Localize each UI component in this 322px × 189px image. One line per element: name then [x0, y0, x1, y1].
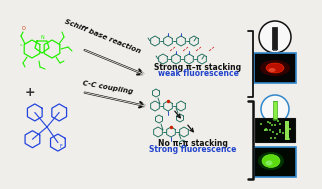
Bar — [269, 122, 271, 124]
Text: Strong π–π stacking: Strong π–π stacking — [155, 63, 242, 72]
Bar — [285, 121, 289, 140]
Bar — [282, 132, 284, 134]
Text: N: N — [40, 35, 44, 40]
FancyBboxPatch shape — [254, 53, 296, 83]
Bar — [287, 136, 289, 137]
Bar — [279, 131, 281, 133]
Bar — [279, 123, 281, 125]
Bar — [277, 120, 279, 122]
Text: x: x — [20, 43, 22, 47]
FancyBboxPatch shape — [254, 147, 296, 177]
Text: Schiff base reaction: Schiff base reaction — [64, 18, 142, 54]
Bar — [276, 133, 278, 135]
Text: F: F — [60, 144, 62, 149]
Bar — [264, 129, 266, 131]
Bar — [255, 118, 295, 142]
Bar — [270, 137, 271, 139]
Text: O: O — [22, 26, 26, 31]
Ellipse shape — [266, 160, 272, 166]
Text: +: + — [25, 85, 35, 98]
Text: No π–π stacking: No π–π stacking — [158, 139, 228, 148]
Bar — [266, 129, 268, 130]
Bar — [269, 129, 271, 131]
Ellipse shape — [258, 152, 284, 170]
Bar — [260, 123, 261, 125]
Bar — [272, 27, 278, 49]
Bar — [273, 101, 277, 119]
Circle shape — [261, 95, 289, 123]
Bar — [288, 138, 290, 139]
Bar — [273, 137, 276, 139]
Text: C-C coupling: C-C coupling — [82, 80, 134, 95]
Text: Strong fluorescence: Strong fluorescence — [149, 145, 237, 154]
Bar — [265, 128, 267, 130]
Text: weak fluorescence: weak fluorescence — [157, 69, 238, 78]
Bar — [279, 129, 281, 131]
Ellipse shape — [260, 60, 290, 76]
Ellipse shape — [266, 63, 284, 73]
Bar — [274, 124, 276, 126]
Circle shape — [259, 21, 291, 53]
Ellipse shape — [269, 68, 276, 72]
Bar — [271, 124, 273, 126]
Bar — [267, 121, 269, 123]
Ellipse shape — [262, 154, 280, 167]
Bar — [264, 129, 266, 131]
Bar — [272, 131, 274, 133]
Bar — [289, 128, 291, 130]
